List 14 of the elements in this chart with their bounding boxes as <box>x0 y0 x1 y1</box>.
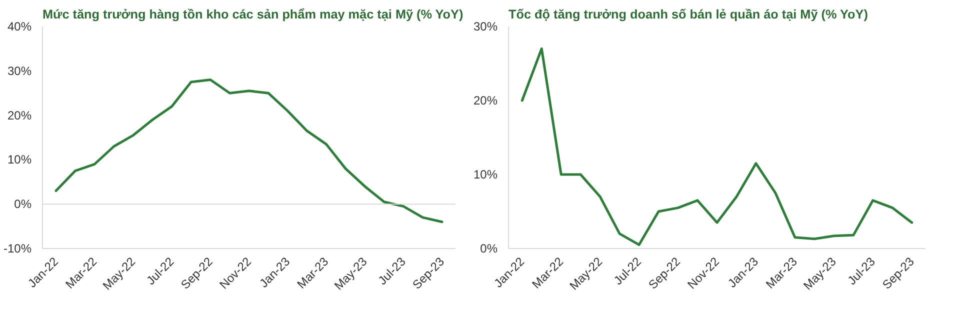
y-tick-label: 20% <box>473 94 498 108</box>
y-tick-label: 40% <box>7 20 32 34</box>
chart-title: Tốc độ tăng trưởng doanh số bán lẻ quần áo tại Mỹ (% YoY) <box>508 8 868 22</box>
line-series <box>54 78 444 224</box>
line-series <box>520 47 914 246</box>
y-tick-label: 0% <box>480 242 498 256</box>
y-tick-label: -10% <box>3 242 32 256</box>
y-tick-label: 30% <box>7 64 32 78</box>
y-tick-label: 20% <box>7 108 32 122</box>
chart-title: Mức tăng trưởng hàng tồn kho các sản phẩm may mặc tại Mỹ (% YoY) <box>42 8 464 22</box>
y-tick-label: 0% <box>14 197 32 212</box>
y-tick-label: 10% <box>473 168 498 182</box>
y-tick-label: 30% <box>473 20 498 34</box>
y-tick-label: 10% <box>7 152 32 167</box>
